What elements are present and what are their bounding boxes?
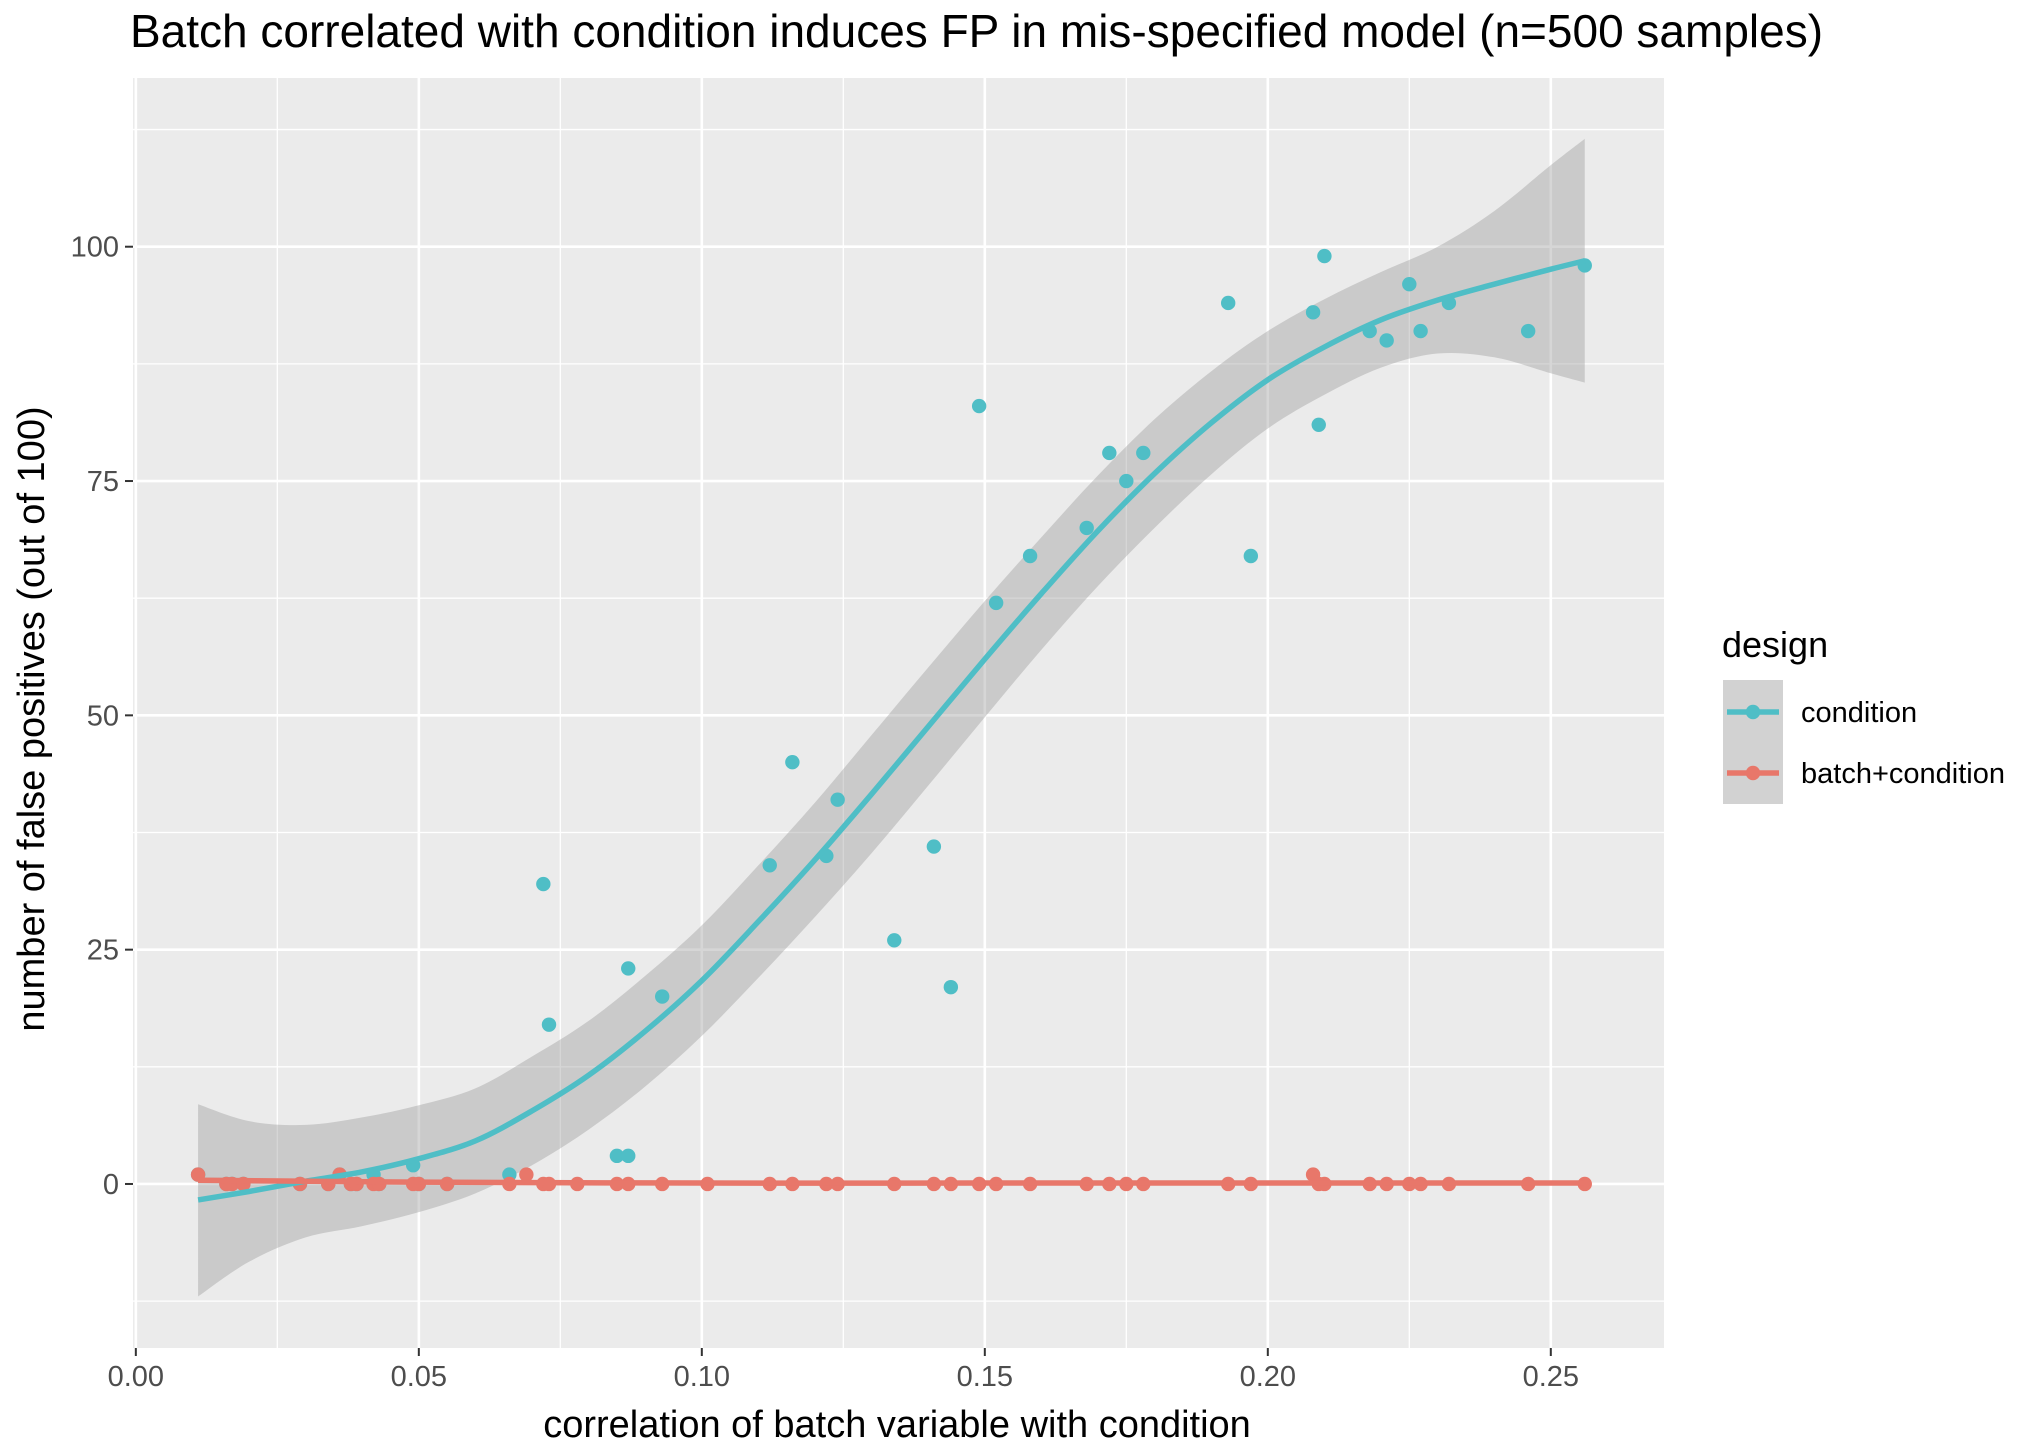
x-tick-label: 0.15 [957,1361,1013,1393]
x-tick-label: 0.05 [391,1361,447,1393]
point-batch-condition [519,1167,534,1182]
x-tick-label: 0.25 [1523,1361,1579,1393]
grid-lines [133,78,1664,1348]
point-condition [621,1148,636,1164]
point-condition [541,1017,557,1032]
point-condition [762,858,777,873]
y-tick-label: 75 [87,466,119,498]
legend-label-condition: condition [1801,697,1917,729]
point-condition [1520,323,1536,339]
legend-title: design [1722,624,1828,665]
legend-key-background [1723,680,1783,804]
point-condition [943,979,959,995]
point-condition [785,755,800,770]
point-condition [655,989,670,1004]
x-axis-label: correlation of batch variable with condi… [543,1404,1251,1446]
axis-ticks: 0.00 0.05 0.10 0.15 0.20 0.25 0 25 50 75 100 [71,232,1579,1393]
point-condition [1220,295,1236,311]
smooth-line-condition [197,258,1586,1203]
point-condition [887,933,902,948]
legend-key-point-condition [1745,704,1761,720]
point-condition [1305,305,1321,320]
legend: design condition batch+condition [1722,624,2005,804]
point-condition [971,398,987,414]
point-condition [1022,548,1038,564]
y-tick-label: 0 [103,1169,119,1201]
legend-label-batch-condition: batch+condition [1801,758,2005,790]
y-tick-label: 100 [71,232,119,264]
y-tick-label: 25 [87,935,119,967]
chart-title: Batch correlated with condition induces … [130,5,1823,57]
point-condition [1102,445,1117,461]
point-condition [1379,333,1394,348]
legend-entries: condition batch+condition [1727,697,2005,790]
point-condition [1317,248,1332,264]
y-axis-label: number of false positives (out of 100) [11,406,53,1031]
point-condition [1079,520,1094,536]
point-condition [1136,445,1151,461]
x-tick-label: 0.10 [674,1361,730,1393]
point-condition [609,1148,625,1164]
point-condition [1119,473,1134,489]
y-tick-label: 50 [87,700,119,732]
legend-key-point-batch-condition [1745,765,1761,781]
point-condition [988,595,1004,611]
point-condition [1243,548,1259,564]
point-condition [830,792,845,807]
smooth-lines [197,258,1586,1203]
x-tick-label: 0.00 [108,1361,164,1393]
point-condition [536,876,551,892]
smooth-line-batch-condition [198,1177,1585,1186]
point-condition [1311,417,1326,432]
point-condition [1413,323,1428,339]
confidence-band-condition [198,138,1585,1297]
point-condition [621,961,636,976]
point-condition [1402,277,1417,292]
x-tick-label: 0.20 [1240,1361,1296,1393]
point-condition [926,839,942,854]
